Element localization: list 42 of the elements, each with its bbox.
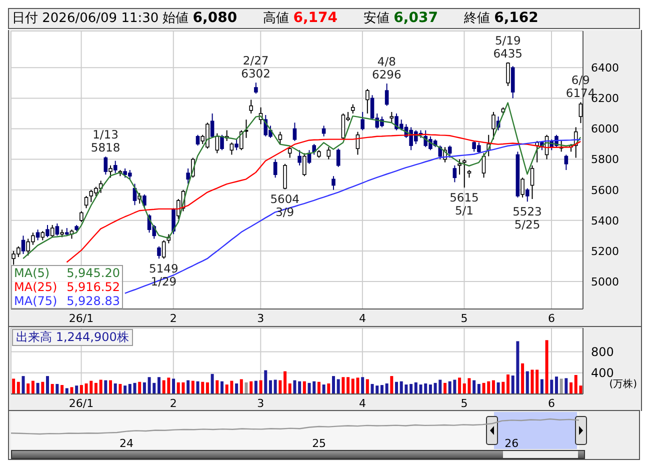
x-tick-label: 3 [257,396,264,410]
annotation: 4/8 6296 [372,54,402,82]
chart-title: 出来高 1,244,900株 [12,329,133,346]
x-tick-label: 24 [120,436,134,450]
x-tick-label: 6 [548,312,555,325]
text: 始値 6,080 [162,10,238,26]
chart-title: 日付 2026/06/09 11:30 [12,11,159,26]
y-tick-label: 5000 [591,275,619,288]
annotation: 5/19 6435 [493,33,523,60]
x-tick-label: 4 [358,312,366,325]
x-tick-label: 26/1 [68,312,94,325]
x-tick-label: 2 [170,396,177,410]
y-tick-label: 5600 [591,184,619,197]
annotation: 5523 5/25 [512,204,542,232]
text: MA(5) 5,945.20 [14,266,120,280]
x-tick-label: 5 [460,312,468,325]
x-tick-label: 26/1 [68,396,94,410]
y-tick-label: 800 [591,345,614,360]
x-tick-label: 4 [358,396,366,410]
text: 終値 6,162 [464,10,538,26]
y-tick-label: 5800 [591,153,619,166]
x-tick-label: 6 [548,396,555,410]
x-tick-label: 5 [460,396,468,410]
y-tick-label: 6400 [591,62,619,75]
y-tick-label: 5200 [591,244,619,258]
x-tick-label: 3 [257,312,264,325]
x-tick-label: 26 [504,436,519,450]
text: MA(25) 5,916.52 [14,280,120,294]
text: 高値 6,174 [263,10,338,26]
annotation: 5615 5/1 [450,190,479,218]
series-label: MA(75) 5,928.83 [14,294,120,308]
annotation: 1/13 5818 [90,128,120,155]
text: 安値 6,037 [364,10,438,26]
y-tick-label: 6000 [591,122,619,136]
y-axis-title: (万株) [609,378,637,391]
annotation: 5604 3/9 [270,192,300,220]
annotation: 2/27 6302 [241,54,270,81]
x-tick-label: 2 [170,312,177,325]
x-tick-label: 25 [312,436,326,450]
y-tick-label: 5400 [591,214,619,228]
annotation: 5149 1/29 [149,262,178,289]
y-tick-label: 400 [591,366,614,380]
